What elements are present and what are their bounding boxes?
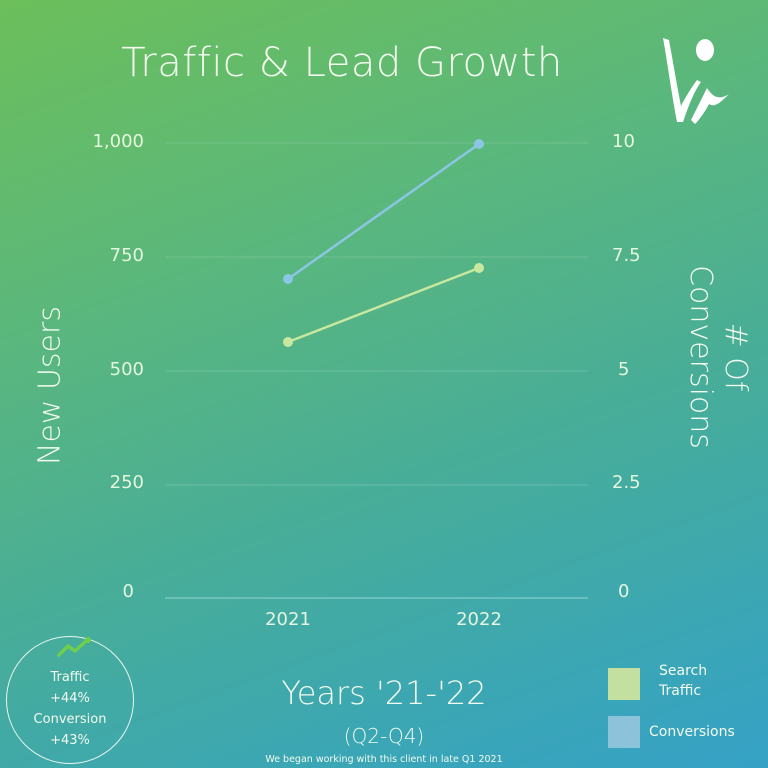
legend-label-search-traffic: Search Traffic [659, 661, 707, 701]
right-axis-tick: 0 [618, 581, 630, 602]
right-axis-title: # Of Conversions [683, 265, 753, 449]
left-axis-tick: 1,000 [92, 131, 144, 152]
left-axis-tick: 250 [109, 472, 144, 493]
legend-swatch-conversions [608, 716, 640, 748]
x-axis-tick: 2022 [456, 609, 502, 630]
left-axis-tick: 750 [109, 245, 144, 266]
right-axis-tick: 7.5 [612, 245, 641, 266]
right-axis-tick: 5 [618, 359, 630, 380]
badge-conversion-label: Conversion [33, 712, 107, 727]
series-search-traffic [283, 263, 484, 347]
legend-label-line: Search [659, 663, 708, 679]
legend-swatch-search-traffic [608, 668, 640, 700]
series-conversions [283, 139, 484, 284]
badge-traffic-label: Traffic [50, 670, 90, 685]
summary-badge-text: Traffic +44% Conversion +43% [6, 667, 134, 751]
x-axis-tick: 2021 [265, 609, 311, 630]
footnote: We began working with this client in lat… [265, 754, 503, 765]
legend-label-conversions: Conversions [649, 724, 735, 740]
chart-title: Traffic & Lead Growth [121, 40, 563, 86]
x-axis-title: Years '21-'22 [281, 674, 487, 712]
gridlines [165, 142, 588, 599]
x-axis-subtitle: (Q2-Q4) [343, 724, 425, 748]
wi-logo-icon [663, 38, 729, 124]
trend-up-icon [57, 637, 91, 657]
badge-traffic-value: +44% [50, 691, 90, 706]
left-axis-tick: 0 [122, 581, 134, 602]
left-axis-title: New Users [32, 306, 68, 465]
legend-label-line: Traffic [659, 683, 702, 699]
right-axis-tick: 2.5 [612, 472, 641, 493]
summary-badge [6, 636, 134, 764]
right-axis-tick: 10 [612, 131, 635, 152]
badge-conversion-value: +43% [50, 733, 90, 748]
left-axis-tick: 500 [109, 359, 144, 380]
